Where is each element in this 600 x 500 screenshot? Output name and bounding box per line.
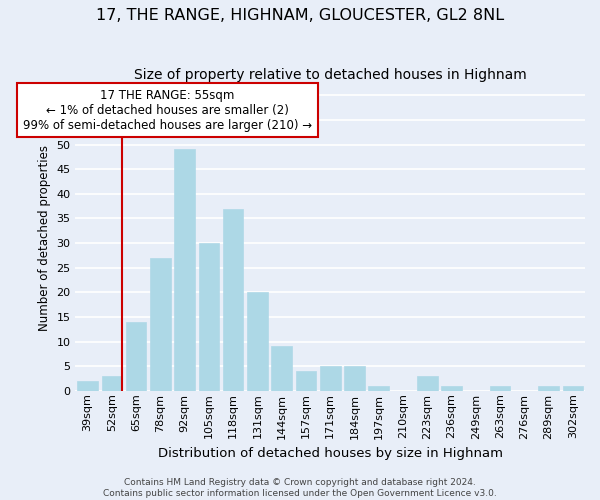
Y-axis label: Number of detached properties: Number of detached properties — [38, 145, 51, 331]
X-axis label: Distribution of detached houses by size in Highnam: Distribution of detached houses by size … — [158, 447, 503, 460]
Title: Size of property relative to detached houses in Highnam: Size of property relative to detached ho… — [134, 68, 527, 82]
Bar — [344, 366, 365, 391]
Bar — [101, 376, 122, 391]
Bar — [563, 386, 583, 391]
Text: 17, THE RANGE, HIGHNAM, GLOUCESTER, GL2 8NL: 17, THE RANGE, HIGHNAM, GLOUCESTER, GL2 … — [96, 8, 504, 22]
Text: 17 THE RANGE: 55sqm
← 1% of detached houses are smaller (2)
99% of semi-detached: 17 THE RANGE: 55sqm ← 1% of detached hou… — [23, 88, 312, 132]
Bar — [77, 381, 98, 391]
Bar — [490, 386, 511, 391]
Bar — [199, 243, 219, 391]
Bar — [441, 386, 462, 391]
Bar — [223, 208, 244, 391]
Bar — [150, 258, 170, 391]
Bar — [538, 386, 559, 391]
Bar — [417, 376, 437, 391]
Bar — [247, 292, 268, 391]
Text: Contains HM Land Registry data © Crown copyright and database right 2024.
Contai: Contains HM Land Registry data © Crown c… — [103, 478, 497, 498]
Bar — [320, 366, 341, 391]
Bar — [126, 322, 146, 391]
Bar — [175, 150, 195, 391]
Bar — [296, 371, 316, 391]
Bar — [271, 346, 292, 391]
Bar — [368, 386, 389, 391]
